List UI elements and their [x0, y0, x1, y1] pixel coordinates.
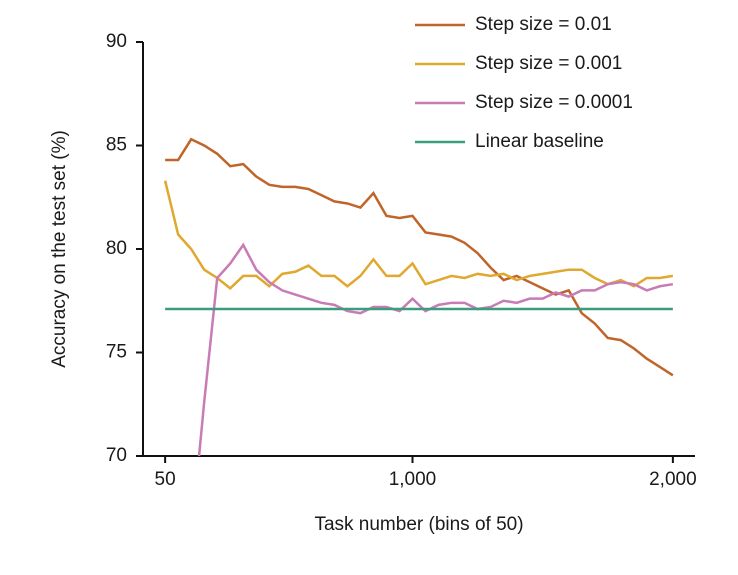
x-tick-label: 2,000 — [649, 469, 697, 490]
series-line — [165, 137, 674, 377]
y-tick-label: 90 — [106, 31, 127, 52]
series-line — [197, 242, 674, 456]
legend-label: Linear baseline — [475, 131, 604, 152]
series-line — [163, 180, 674, 290]
y-tick-label: 85 — [106, 135, 127, 156]
x-tick-label: 50 — [155, 469, 176, 490]
legend-label: Step size = 0.01 — [475, 14, 612, 35]
x-axis-label: Task number (bins of 50) — [314, 514, 523, 535]
legend-label: Step size = 0.001 — [475, 53, 622, 74]
y-axis-label: Accuracy on the test set (%) — [49, 130, 70, 368]
legend-label: Step size = 0.0001 — [475, 92, 633, 113]
y-tick-label: 70 — [106, 445, 127, 466]
y-tick-label: 80 — [106, 238, 127, 259]
x-tick-label: 1,000 — [389, 469, 437, 490]
y-tick-label: 75 — [106, 342, 127, 363]
